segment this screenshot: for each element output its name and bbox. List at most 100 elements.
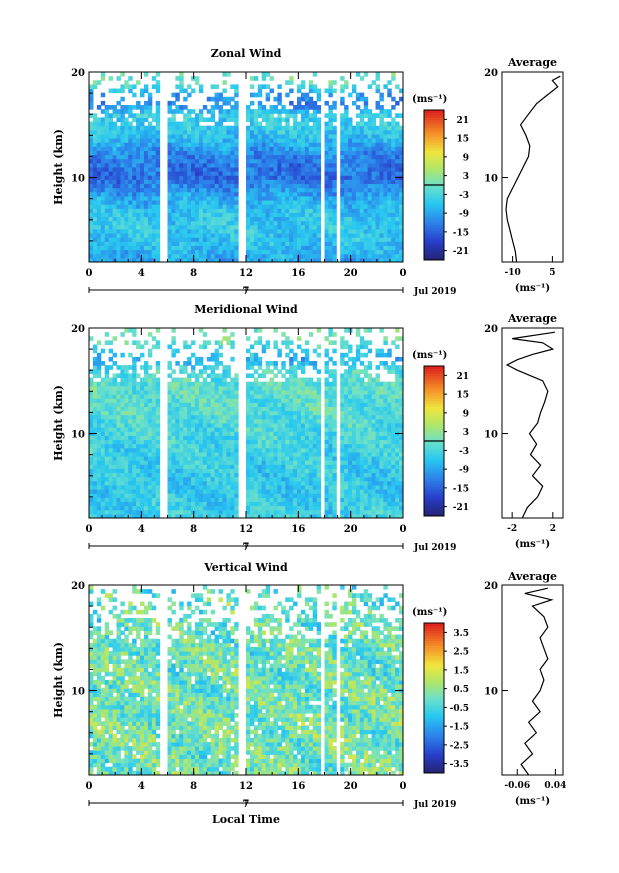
colorbar-tick-label: 9 — [463, 409, 469, 419]
average-x-label: (ms⁻¹) — [515, 796, 550, 807]
x-tick-label: 20 — [344, 781, 358, 792]
colorbar-tick-label: -3 — [459, 447, 469, 457]
y-tick-label: 20 — [71, 324, 85, 335]
y-axis-label: Height (km) — [52, 642, 65, 718]
colorbar-tick-label: 21 — [456, 372, 469, 382]
average-title: Average — [507, 56, 557, 69]
x-tick-label: 8 — [190, 524, 197, 535]
y-tick-label: 20 — [71, 581, 85, 592]
average-title: Average — [507, 570, 557, 583]
date-axis-day: 7 — [243, 286, 250, 297]
average-y-tick-label: 10 — [484, 174, 498, 185]
average-x-tick-label: 5 — [549, 268, 555, 278]
x-tick-label: 0 — [86, 524, 93, 535]
x-tick-label: 8 — [190, 781, 197, 792]
date-axis-label: Jul 2019 — [413, 287, 456, 297]
colorbar-tick-label: -3.5 — [450, 760, 469, 770]
average-x-label: (ms⁻¹) — [515, 283, 550, 294]
colorbar-tick-label: 21 — [456, 116, 469, 126]
heatmap-cells — [89, 328, 404, 519]
colorbar-tick-label: -3 — [459, 191, 469, 201]
x-tick-label: 0 — [400, 524, 407, 535]
colorbar-tick-label: 2.5 — [453, 648, 469, 658]
colorbar-unit: (ms⁻¹) — [412, 350, 447, 361]
heatmap-cells — [89, 72, 404, 263]
average-profile-line — [505, 331, 555, 519]
average-frame — [501, 584, 564, 776]
average-frame — [501, 71, 564, 263]
colorbar-tick-label: -0.5 — [450, 704, 469, 714]
colorbar-tick-label: -21 — [453, 247, 469, 257]
x-tick-label: 16 — [291, 781, 305, 792]
colorbar-tick-label: -9 — [459, 210, 469, 220]
average-y-tick-label: 10 — [484, 687, 498, 698]
panel-title: Vertical Wind — [203, 561, 288, 574]
average-profile-line — [505, 75, 561, 263]
panel-2: Meridional Wind Height (km) 10 20 0 4 8 12 16 20 0… — [52, 303, 564, 553]
y-axis-label: Height (km) — [52, 129, 65, 205]
average-x-tick-label: -2 — [507, 524, 517, 534]
colorbar-tick-label: -2.5 — [450, 741, 469, 751]
colorbar-tick-label: 15 — [456, 391, 469, 401]
x-tick-label: 4 — [138, 268, 145, 279]
average-profile-line — [520, 587, 554, 776]
date-axis-day: 7 — [243, 799, 250, 810]
x-tick-label: 16 — [291, 524, 305, 535]
colorbar-unit: (ms⁻¹) — [412, 94, 447, 105]
colorbar-tick-label: -15 — [453, 484, 469, 494]
colorbar-unit: (ms⁻¹) — [412, 607, 447, 618]
y-tick-label: 10 — [71, 687, 85, 698]
x-tick-label: 4 — [138, 781, 145, 792]
x-tick-label: 0 — [400, 781, 407, 792]
colorbar-tick-label: 0.5 — [453, 685, 469, 695]
average-plot: Average 10 20 -0.06 0.04 (ms⁻¹) — [484, 570, 566, 807]
x-tick-label: 0 — [400, 268, 407, 279]
x-tick-label: 12 — [239, 524, 253, 535]
x-tick-label: 20 — [344, 268, 358, 279]
average-x-tick-label: 0.04 — [544, 781, 566, 791]
date-axis-label: Jul 2019 — [413, 800, 456, 810]
x-tick-label: 12 — [239, 268, 253, 279]
average-y-tick-label: 20 — [484, 581, 498, 592]
colorbar-tick-label: 3 — [463, 172, 469, 182]
x-tick-label: 0 — [86, 268, 93, 279]
x-tick-label: 0 — [86, 781, 93, 792]
y-tick-label: 10 — [71, 174, 85, 185]
panel-3: Vertical Wind Height (km) 10 20 0 4 8 12 16 20 0 7 J… — [52, 561, 566, 826]
average-y-tick-label: 10 — [484, 430, 498, 441]
average-x-tick-label: -0.06 — [504, 781, 530, 791]
panel-title: Meridional Wind — [194, 303, 298, 316]
average-x-tick-label: 2 — [550, 524, 556, 534]
colorbar-tick-label: 15 — [456, 135, 469, 145]
panel-title: Zonal Wind — [211, 47, 282, 60]
x-tick-label: 4 — [138, 524, 145, 535]
heatmap-cells — [89, 585, 404, 776]
colorbar-tick-label: 9 — [463, 153, 469, 163]
colorbar-tick-label: -9 — [459, 466, 469, 476]
x-tick-label: 16 — [291, 268, 305, 279]
date-axis-label: Jul 2019 — [413, 543, 456, 553]
average-frame — [501, 327, 564, 519]
y-tick-label: 20 — [71, 68, 85, 79]
colorbar-tick-label: 1.5 — [453, 666, 469, 676]
x-tick-label: 8 — [190, 268, 197, 279]
colorbar-tick-label: -1.5 — [450, 723, 469, 733]
x-tick-label: 20 — [344, 524, 358, 535]
average-plot: Average 10 20 -2 2(ms⁻¹) — [484, 312, 564, 550]
date-axis-day: 7 — [243, 542, 250, 553]
colorbar — [423, 365, 447, 517]
panel-1: Zonal Wind Height (km) 10 20 0 4 8 12 16 20 0 7 Jul … — [52, 47, 564, 297]
colorbar — [423, 109, 447, 261]
x-tick-label: 12 — [239, 781, 253, 792]
y-axis-label: Height (km) — [52, 385, 65, 461]
average-plot: Average 10 20 -10 5 (ms⁻¹) — [484, 56, 564, 294]
x-axis-label: Local Time — [212, 813, 280, 826]
average-y-tick-label: 20 — [484, 324, 498, 335]
average-title: Average — [507, 312, 557, 325]
colorbar-tick-label: 3 — [463, 428, 469, 438]
average-y-tick-label: 20 — [484, 68, 498, 79]
average-x-tick-label: -10 — [504, 268, 520, 278]
colorbar-frame — [423, 622, 445, 774]
average-x-label: (ms⁻¹) — [515, 539, 550, 550]
